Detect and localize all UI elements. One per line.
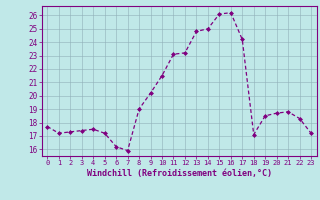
X-axis label: Windchill (Refroidissement éolien,°C): Windchill (Refroidissement éolien,°C) xyxy=(87,169,272,178)
